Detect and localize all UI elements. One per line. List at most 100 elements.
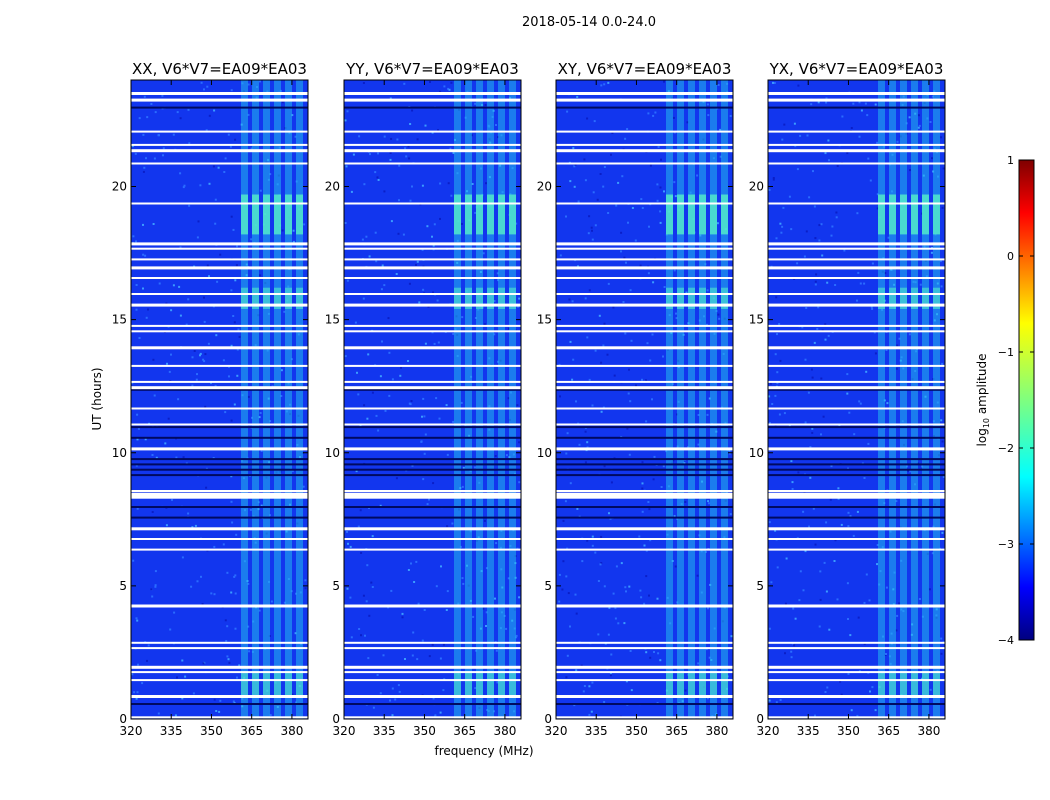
noise-pixel: [847, 511, 850, 514]
noise-pixel: [135, 697, 138, 700]
noise-pixel: [641, 510, 644, 513]
noise-pixel: [202, 662, 205, 665]
noise-pixel: [234, 138, 237, 141]
noise-pixel: [707, 500, 710, 503]
noise-pixel: [135, 464, 138, 467]
noise-pixel: [408, 157, 411, 160]
dark-band: [768, 458, 945, 461]
white-gap: [768, 324, 945, 327]
dark-band: [344, 426, 521, 429]
noise-pixel: [439, 90, 442, 93]
noise-pixel: [846, 373, 849, 376]
white-gap: [556, 647, 733, 650]
white-gap: [556, 266, 733, 270]
noise-pixel: [424, 124, 427, 127]
noise-pixel: [376, 176, 379, 179]
noise-pixel: [362, 297, 365, 300]
noise-pixel: [591, 544, 594, 547]
noise-pixel: [230, 215, 233, 218]
noise-pixel: [421, 639, 424, 642]
dark-band: [768, 468, 945, 471]
white-gap: [344, 242, 521, 246]
noise-pixel: [171, 498, 173, 501]
noise-pixel: [150, 588, 153, 591]
white-gaps: [768, 92, 945, 719]
noise-pixel: [493, 300, 496, 302]
noise-pixel: [573, 185, 576, 188]
panel-title: YY, V6*V7=EA09*EA03: [345, 60, 519, 78]
rfi-bright: [677, 671, 684, 696]
noise-pixel: [152, 223, 155, 225]
noise-pixel: [188, 204, 191, 207]
noise-pixel: [645, 549, 648, 552]
noise-pixel: [898, 337, 901, 340]
rfi-bright: [296, 194, 303, 235]
noise-pixel: [387, 317, 390, 320]
noise-pixel: [684, 689, 687, 692]
noise-pixel: [400, 366, 402, 369]
noise-pixel: [657, 652, 660, 655]
noise-pixel: [144, 254, 147, 257]
noise-pixel: [615, 565, 618, 568]
rfi-stripe: [721, 80, 728, 719]
noise-pixel: [411, 185, 413, 188]
white-gap: [344, 647, 521, 650]
noise-pixel: [610, 481, 613, 484]
noise-pixel: [896, 140, 899, 143]
y-tick-label: 15: [112, 313, 127, 327]
noise-pixel: [461, 577, 464, 580]
noise-pixel: [629, 289, 632, 292]
colorbar-gradient: [1018, 159, 1035, 641]
noise-pixel: [586, 441, 589, 444]
noise-pixel: [802, 589, 805, 592]
dark-band: [556, 436, 733, 439]
rfi-bright: [721, 194, 728, 235]
noise-pixel: [565, 452, 568, 455]
noise-pixel: [607, 81, 610, 84]
noise-pixel: [773, 82, 776, 84]
noise-pixel: [218, 710, 221, 713]
noise-pixel: [696, 574, 699, 577]
noise-pixel: [814, 543, 817, 546]
noise-pixel: [172, 133, 175, 136]
noise-pixel: [884, 272, 887, 275]
dark-band: [768, 426, 945, 429]
noise-pixel: [805, 230, 808, 233]
rfi-stripe: [922, 80, 929, 719]
noise-pixel: [482, 607, 485, 610]
dark-band: [556, 468, 733, 471]
rfi-bright: [922, 287, 929, 309]
noise-pixel: [190, 585, 193, 588]
noise-pixel: [929, 121, 932, 123]
noise-pixel: [360, 634, 362, 637]
y-tick-label: 5: [756, 579, 764, 593]
noise-pixel: [383, 190, 386, 193]
noise-pixel: [505, 454, 508, 457]
noise-pixel: [396, 138, 399, 141]
noise-pixel: [132, 559, 135, 562]
noise-pixel: [231, 521, 234, 524]
noise-pixel: [360, 552, 363, 554]
noise-pixel: [344, 119, 347, 122]
noise-pixel: [269, 420, 272, 423]
noise-pixel: [439, 217, 441, 220]
dark-band: [344, 458, 521, 461]
noise-pixel: [142, 253, 145, 256]
noise-pixel: [864, 102, 867, 105]
noise-pixel: [428, 498, 430, 501]
noise-pixel: [371, 391, 374, 394]
noise-pixel: [227, 658, 230, 661]
white-gap: [344, 604, 521, 608]
noise-pixel: [659, 221, 662, 224]
white-gap: [344, 423, 521, 426]
noise-pixel: [136, 438, 139, 441]
noise-pixel: [495, 124, 497, 126]
x-tick-label: 380: [493, 724, 516, 738]
noise-pixel: [361, 238, 364, 241]
noise-pixel: [772, 178, 775, 181]
noise-pixel: [859, 282, 862, 285]
noise-pixel: [411, 464, 414, 467]
noise-pixel: [847, 467, 849, 470]
noise-pixel: [796, 168, 799, 171]
y-tick-label: 15: [325, 313, 340, 327]
